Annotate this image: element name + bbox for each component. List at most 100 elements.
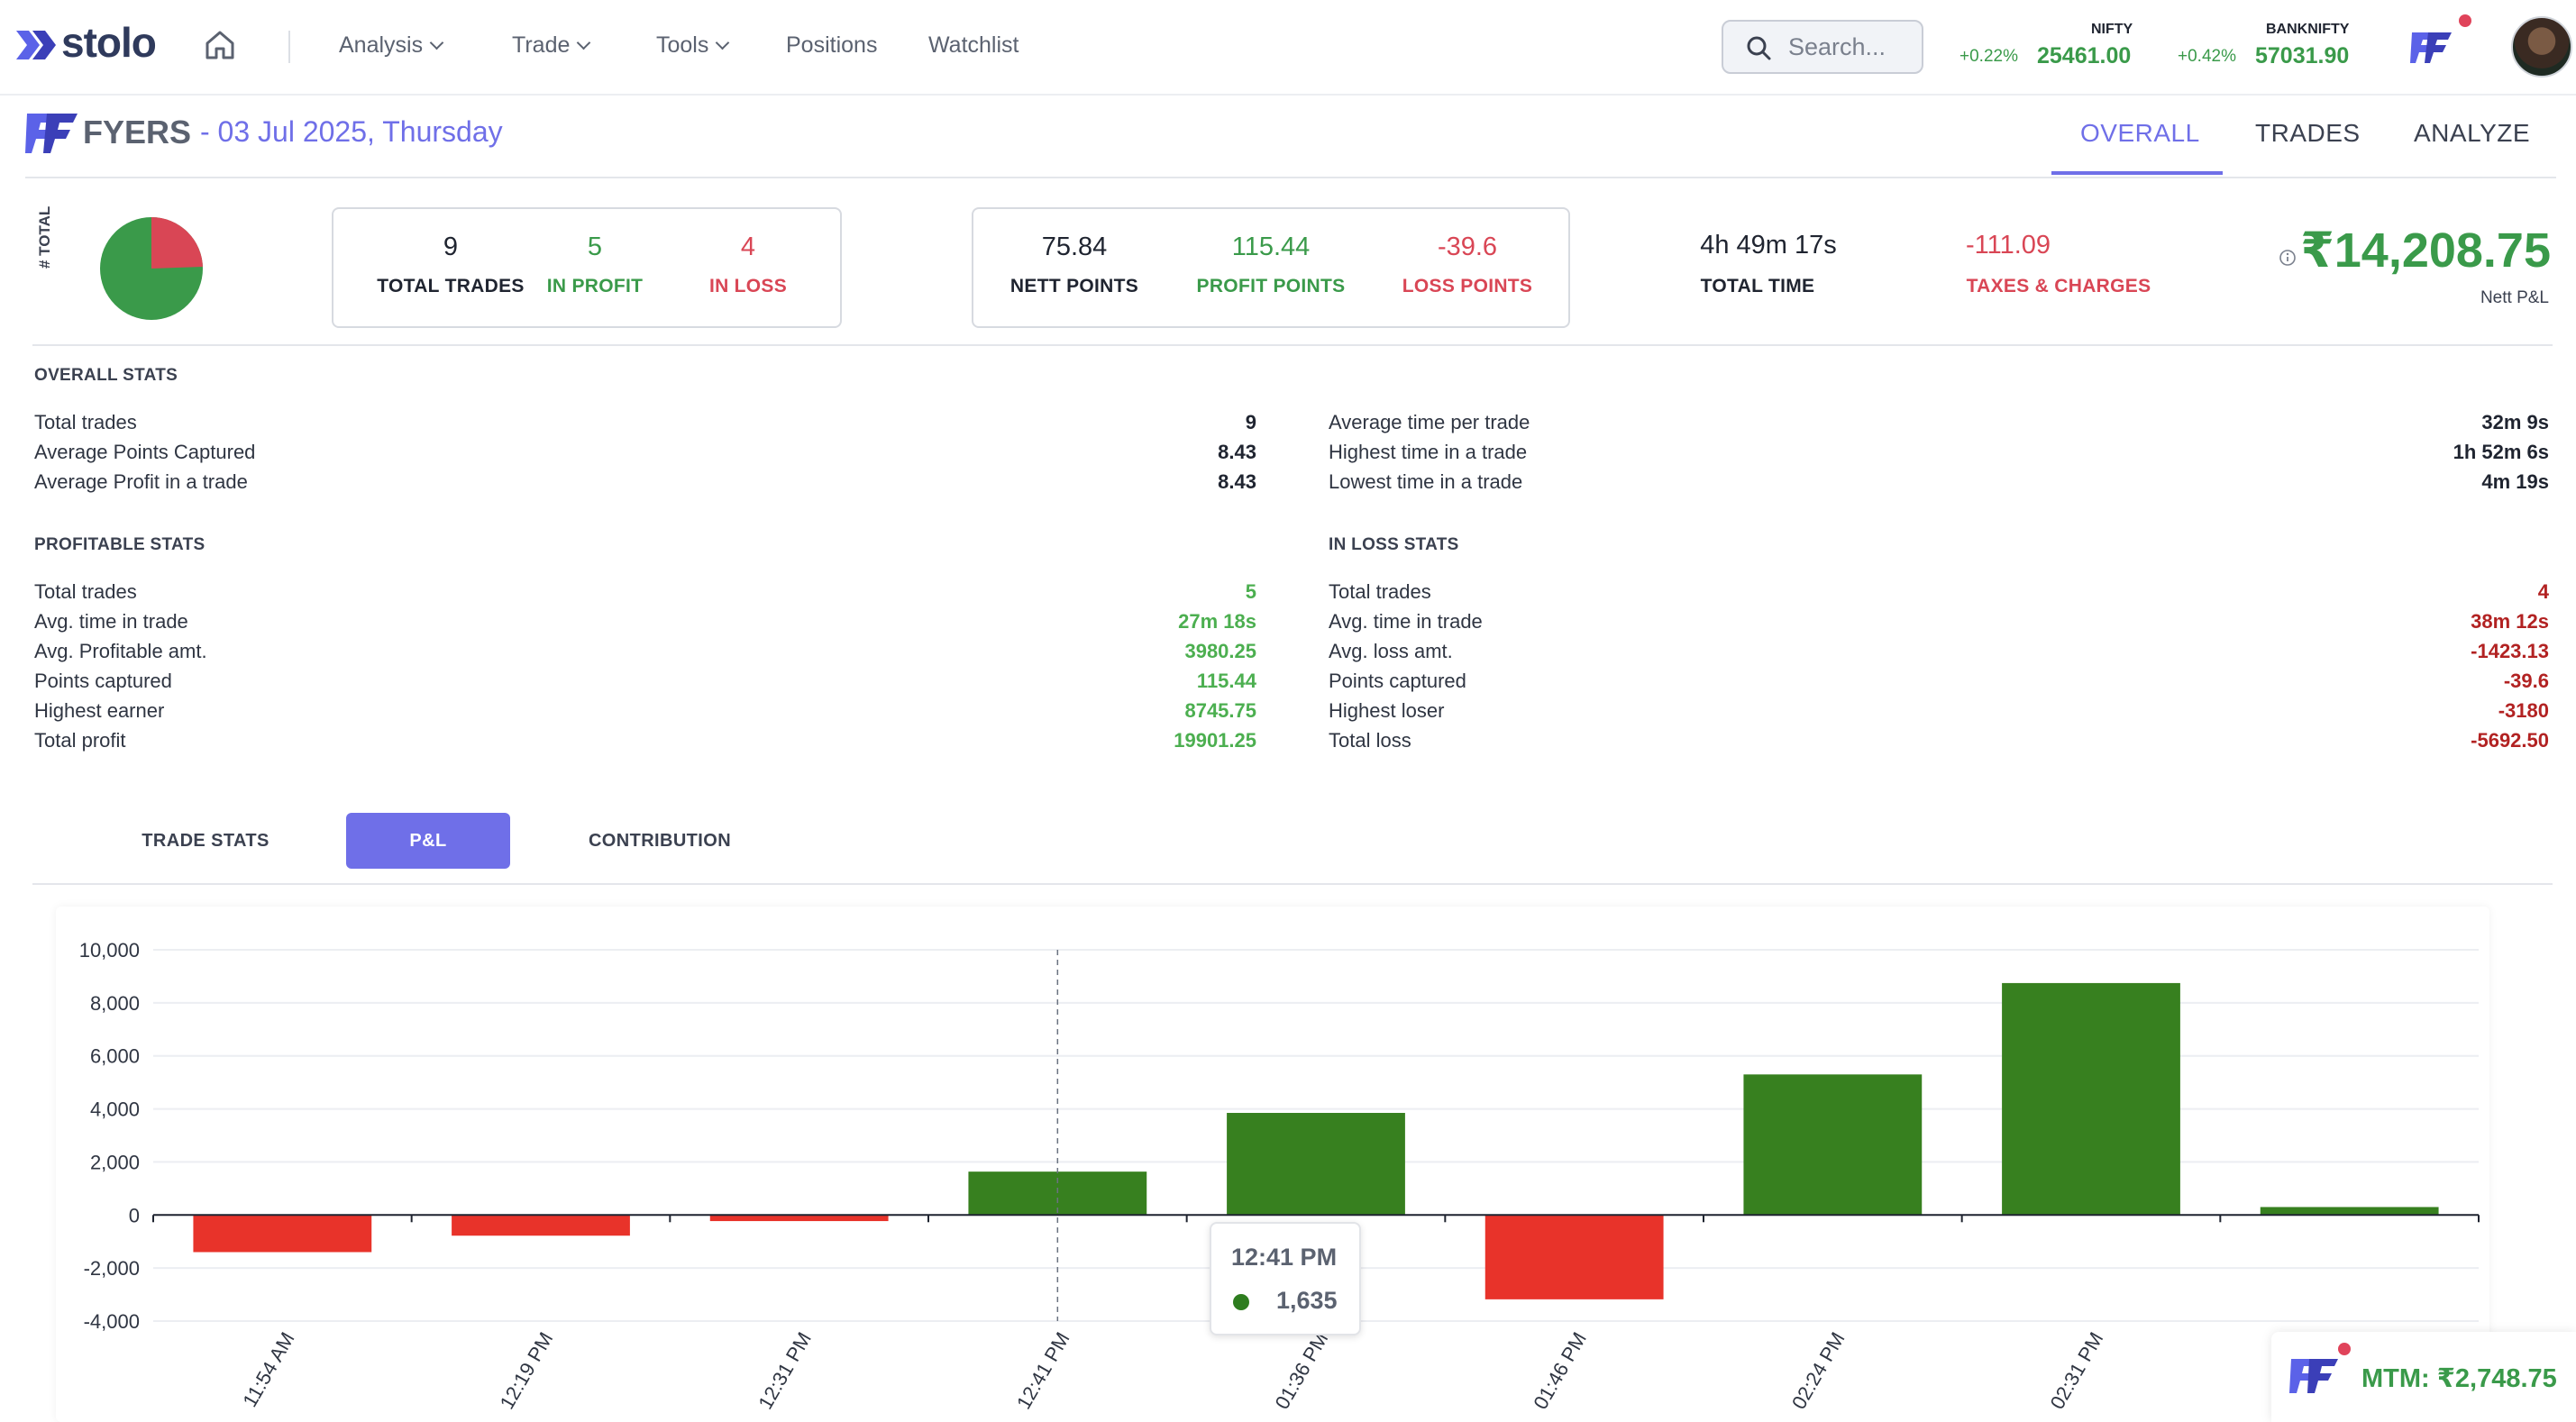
nav-analysis[interactable]: Analysis [339,32,444,59]
profit-points-label: PROFIT POINTS [1196,276,1346,296]
stat-value: 27m 18s [1178,610,1256,633]
top-navbar: stolo Analysis Trade Tools Positions Wat… [0,0,2576,96]
stat-label: Avg. time in trade [34,610,188,633]
stolo-logo-icon[interactable] [16,27,59,63]
session-date: - 03 Jul 2025, Thursday [200,115,503,148]
chevron-down-icon [577,35,591,50]
search-icon [1747,36,1771,60]
stat-label: Total trades [1329,580,1431,603]
profit-loss-pie-chart [100,217,203,320]
mtm-value: MTM: ₹2,748.75 [2361,1364,2557,1393]
nett-pnl-label: Nett P&L [2480,288,2549,307]
banknifty-change: +0.42% [2178,47,2236,66]
total-trades-label: TOTAL TRADES [377,276,525,296]
stat-label: Total trades [34,411,137,433]
chart-tooltip: 12:41 PM 1,635 [1210,1222,1361,1335]
avatar[interactable] [2511,16,2572,77]
nett-points-label: NETT POINTS [1009,276,1139,296]
total-trades-value: 9 [443,232,459,261]
stat-value: 19901.25 [1174,729,1256,752]
broker-icon[interactable] [2410,29,2453,67]
nav-watchlist[interactable]: Watchlist [928,32,1019,59]
tab-pnl[interactable]: P&L [346,813,510,869]
stat-value: 9 [1245,411,1256,433]
nav-tools[interactable]: Tools [656,32,730,59]
pie-slice-loss [151,217,203,269]
nav-positions-label: Positions [786,32,878,58]
stat-label: Points captured [34,670,172,692]
nett-pnl-value: ₹14,208.75 [2300,223,2551,278]
loss-stats-title: IN LOSS STATS [1329,535,1459,554]
active-tab-indicator [2051,171,2223,175]
banknifty-value: 57031.90 [2255,43,2350,68]
loss-points-value: -39.6 [1437,232,1498,261]
tooltip-time: 12:41 PM [1231,1244,1338,1271]
stat-value: 38m 12s [2471,610,2549,633]
brand-name[interactable]: stolo [61,19,157,66]
stat-value: 8.43 [1218,441,1256,463]
stat-label: Avg. time in trade [1329,610,1483,633]
nav-trade[interactable]: Trade [512,32,591,59]
mtm-badge[interactable]: MTM: ₹2,748.75 [2271,1332,2576,1422]
tab-contribution[interactable]: CONTRIBUTION [588,831,732,851]
stat-value: 4m 19s [2481,470,2549,493]
total-time-label: TOTAL TIME [1700,276,1815,296]
stat-value: -3180 [2498,699,2549,722]
stat-value: 8745.75 [1184,699,1256,722]
info-icon[interactable] [2279,249,2297,267]
nav-analysis-label: Analysis [339,32,424,58]
stat-label: Avg. Profitable amt. [34,640,207,662]
chart-tabs-divider [32,883,2553,885]
total-time-value: 4h 49m 17s [1700,231,1837,260]
tab-trades[interactable]: TRADES [2255,119,2361,147]
summary-divider [32,344,2553,346]
in-profit-label: IN PROFIT [546,276,644,296]
points-summary-card: 75.84 NETT POINTS 115.44 PROFIT POINTS -… [972,207,1570,328]
in-loss-value: 4 [740,232,756,261]
trades-summary-card: 9 TOTAL TRADES 5 IN PROFIT 4 IN LOSS [332,207,842,328]
profitable-stats-title: PROFITABLE STATS [34,535,206,554]
nav-positions[interactable]: Positions [786,32,877,59]
stat-label: Average Points Captured [34,441,256,463]
tab-trade-stats[interactable]: TRADE STATS [142,831,269,851]
stat-value: 115.44 [1196,670,1256,692]
stat-value: 4 [2537,580,2549,603]
stat-value: 5 [1245,580,1256,603]
stat-label: Lowest time in a trade [1329,470,1523,493]
stat-label: Highest earner [34,699,165,722]
stat-label: Total loss [1329,729,1411,752]
in-loss-label: IN LOSS [708,276,788,296]
stat-label: Highest loser [1329,699,1445,722]
stat-label: Avg. loss amt. [1329,640,1453,662]
stat-value: -1423.13 [2471,640,2549,662]
profit-points-value: 115.44 [1231,232,1311,261]
notification-dot [2459,14,2471,27]
tab-analyze[interactable]: ANALYZE [2414,119,2531,147]
stat-value: -5692.50 [2471,729,2549,752]
loss-points-label: LOSS POINTS [1402,276,1533,296]
mtm-notification-dot [2338,1343,2351,1355]
home-icon[interactable] [202,27,238,63]
nifty-value: 25461.00 [2037,43,2132,68]
in-profit-value: 5 [587,232,603,261]
tooltip-series-dot [1233,1294,1249,1310]
nav-trade-label: Trade [512,32,571,58]
nav-tools-label: Tools [656,32,709,58]
stat-value: 1h 52m 6s [2453,441,2549,463]
charges-value: -111.09 [1965,231,2051,260]
tab-overall[interactable]: OVERALL [2080,119,2200,147]
stat-value: 32m 9s [2481,411,2549,433]
nifty-label: NIFTY [2091,22,2133,37]
stat-label: Average Profit in a trade [34,470,248,493]
nav-watchlist-label: Watchlist [928,32,1019,58]
header-divider [25,177,2556,178]
stat-value: 3980.25 [1184,640,1256,662]
search-box[interactable] [1722,20,1923,74]
stat-value: -39.6 [2503,670,2549,692]
search-input[interactable] [1786,31,1916,63]
charges-label: TAXES & CHARGES [1966,276,2151,296]
chevron-down-icon [716,35,730,50]
broker-icon [2289,1359,2338,1393]
broker-name: FYERS [83,114,192,150]
fyers-logo-icon [25,114,78,153]
